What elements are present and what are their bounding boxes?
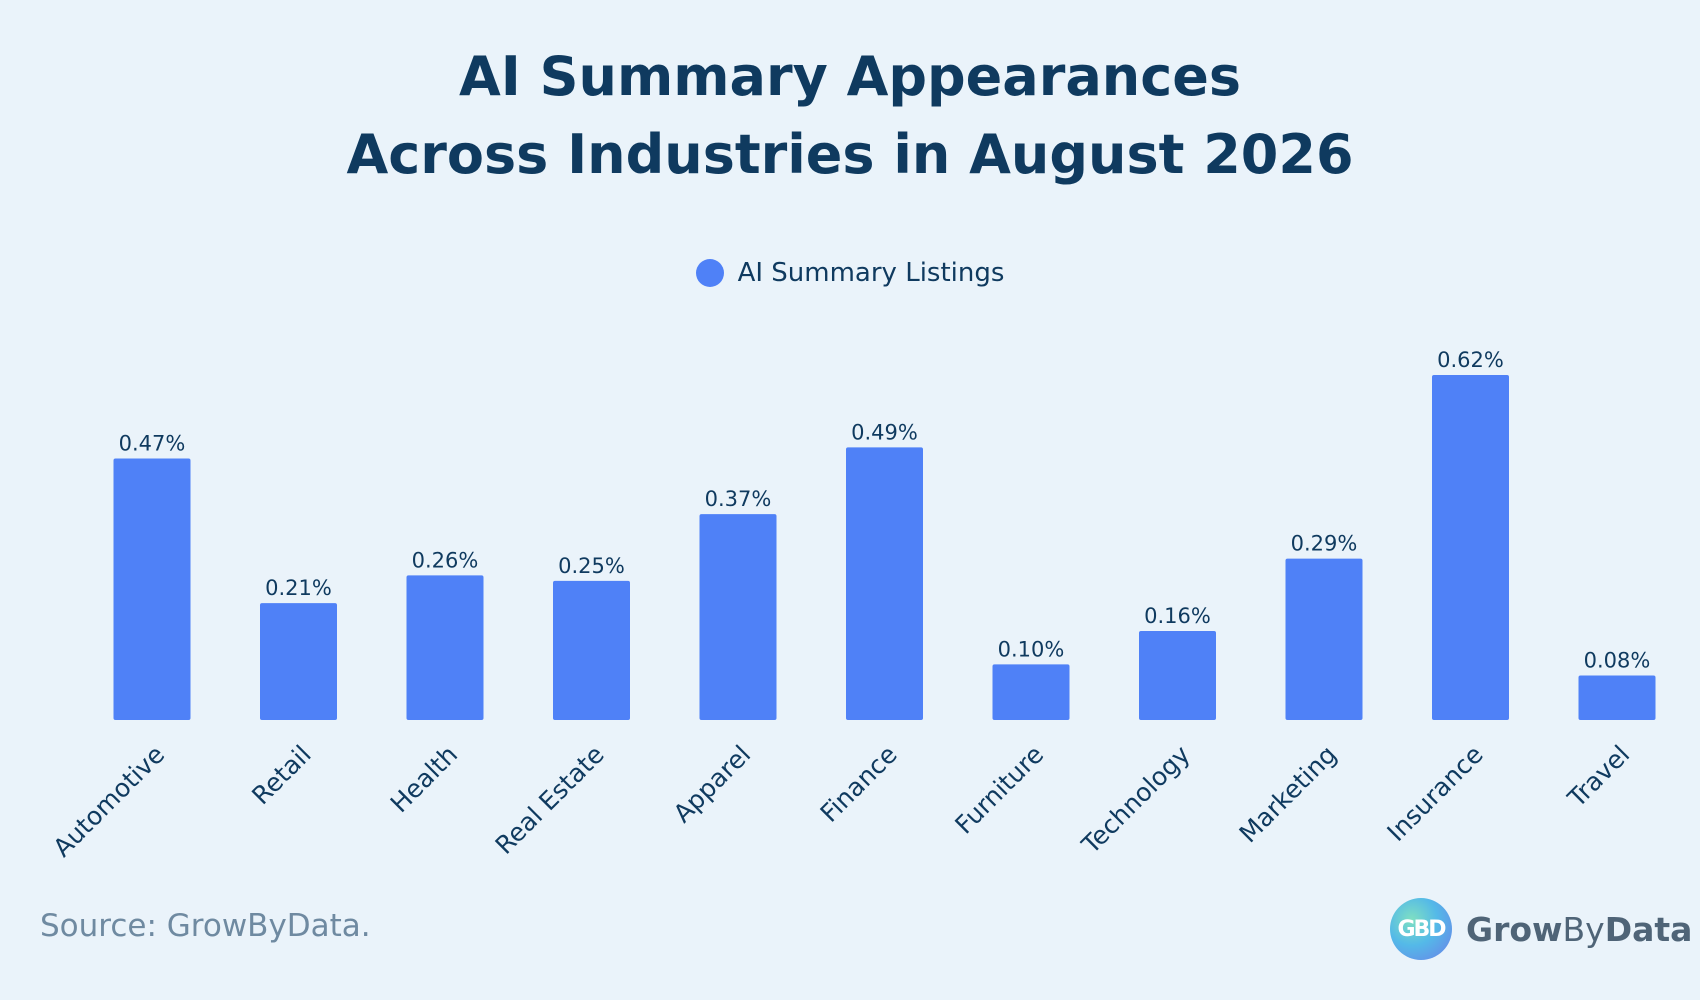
data-label-travel: 0.08% <box>1584 648 1651 672</box>
data-label-furniture: 0.10% <box>998 637 1065 661</box>
data-label-technology: 0.16% <box>1144 604 1211 628</box>
chart-title: AI Summary Appearances Across Industries… <box>0 38 1700 194</box>
source-note: Source: GrowByData. <box>40 908 371 944</box>
brand-name-part-1: Grow <box>1466 909 1563 949</box>
x-tick-label-marketing: Marketing <box>1234 740 1343 849</box>
data-label-insurance: 0.62% <box>1437 348 1504 372</box>
bar-furniture <box>992 664 1070 720</box>
brand-name-part-3: Data <box>1604 909 1693 949</box>
x-tick-label-furniture: Furniture <box>949 740 1049 840</box>
chart-title-line-2: Across Industries in August 2026 <box>346 123 1354 186</box>
brand-name: GrowByData <box>1466 910 1692 949</box>
brand-logo-block: GBD GrowByData <box>1390 898 1692 960</box>
bar-retail <box>260 603 337 720</box>
bar-travel <box>1578 675 1656 720</box>
brand-name-part-2: By <box>1562 909 1605 949</box>
bar-technology <box>1139 630 1216 720</box>
bar-automotive <box>113 458 191 720</box>
bar-apparel <box>699 514 777 720</box>
chart-title-line-1: AI Summary Appearances <box>458 45 1242 108</box>
x-tick-label-health: Health <box>385 740 464 819</box>
data-label-automotive: 0.47% <box>119 431 186 455</box>
bar-marketing <box>1285 558 1363 720</box>
x-tick-label-automotive: Automotive <box>47 740 170 863</box>
legend-label: AI Summary Listings <box>737 258 1005 288</box>
bar-health <box>406 575 484 720</box>
x-tick-label-apparel: Apparel <box>668 740 757 829</box>
x-tick-label-insurance: Insurance <box>1382 740 1489 847</box>
logo-text: GBD <box>1397 916 1446 942</box>
data-label-apparel: 0.37% <box>705 487 772 511</box>
data-label-health: 0.26% <box>412 548 479 572</box>
bar-finance <box>846 447 923 720</box>
legend-swatch <box>695 259 724 287</box>
x-tick-label-travel: Travel <box>1561 740 1635 814</box>
bar-chart: 0.47% Automotive 0.21% Retail 0.26% Health 0.2… <box>47 348 1656 863</box>
bar-insurance <box>1432 375 1509 720</box>
chart-legend: AI Summary Listings <box>0 258 1700 288</box>
growbydata-logo-icon: GBD <box>1390 898 1452 960</box>
x-tick-label-real-estate: Real Estate <box>490 740 610 860</box>
x-tick-label-finance: Finance <box>815 740 903 828</box>
data-label-marketing: 0.29% <box>1291 532 1358 556</box>
data-label-finance: 0.49% <box>851 420 918 444</box>
data-label-retail: 0.21% <box>265 576 332 600</box>
x-tick-label-technology: Technology <box>1076 740 1196 860</box>
bar-real-estate <box>553 580 630 720</box>
data-label-real-estate: 0.25% <box>558 554 625 578</box>
x-tick-label-retail: Retail <box>246 740 316 810</box>
